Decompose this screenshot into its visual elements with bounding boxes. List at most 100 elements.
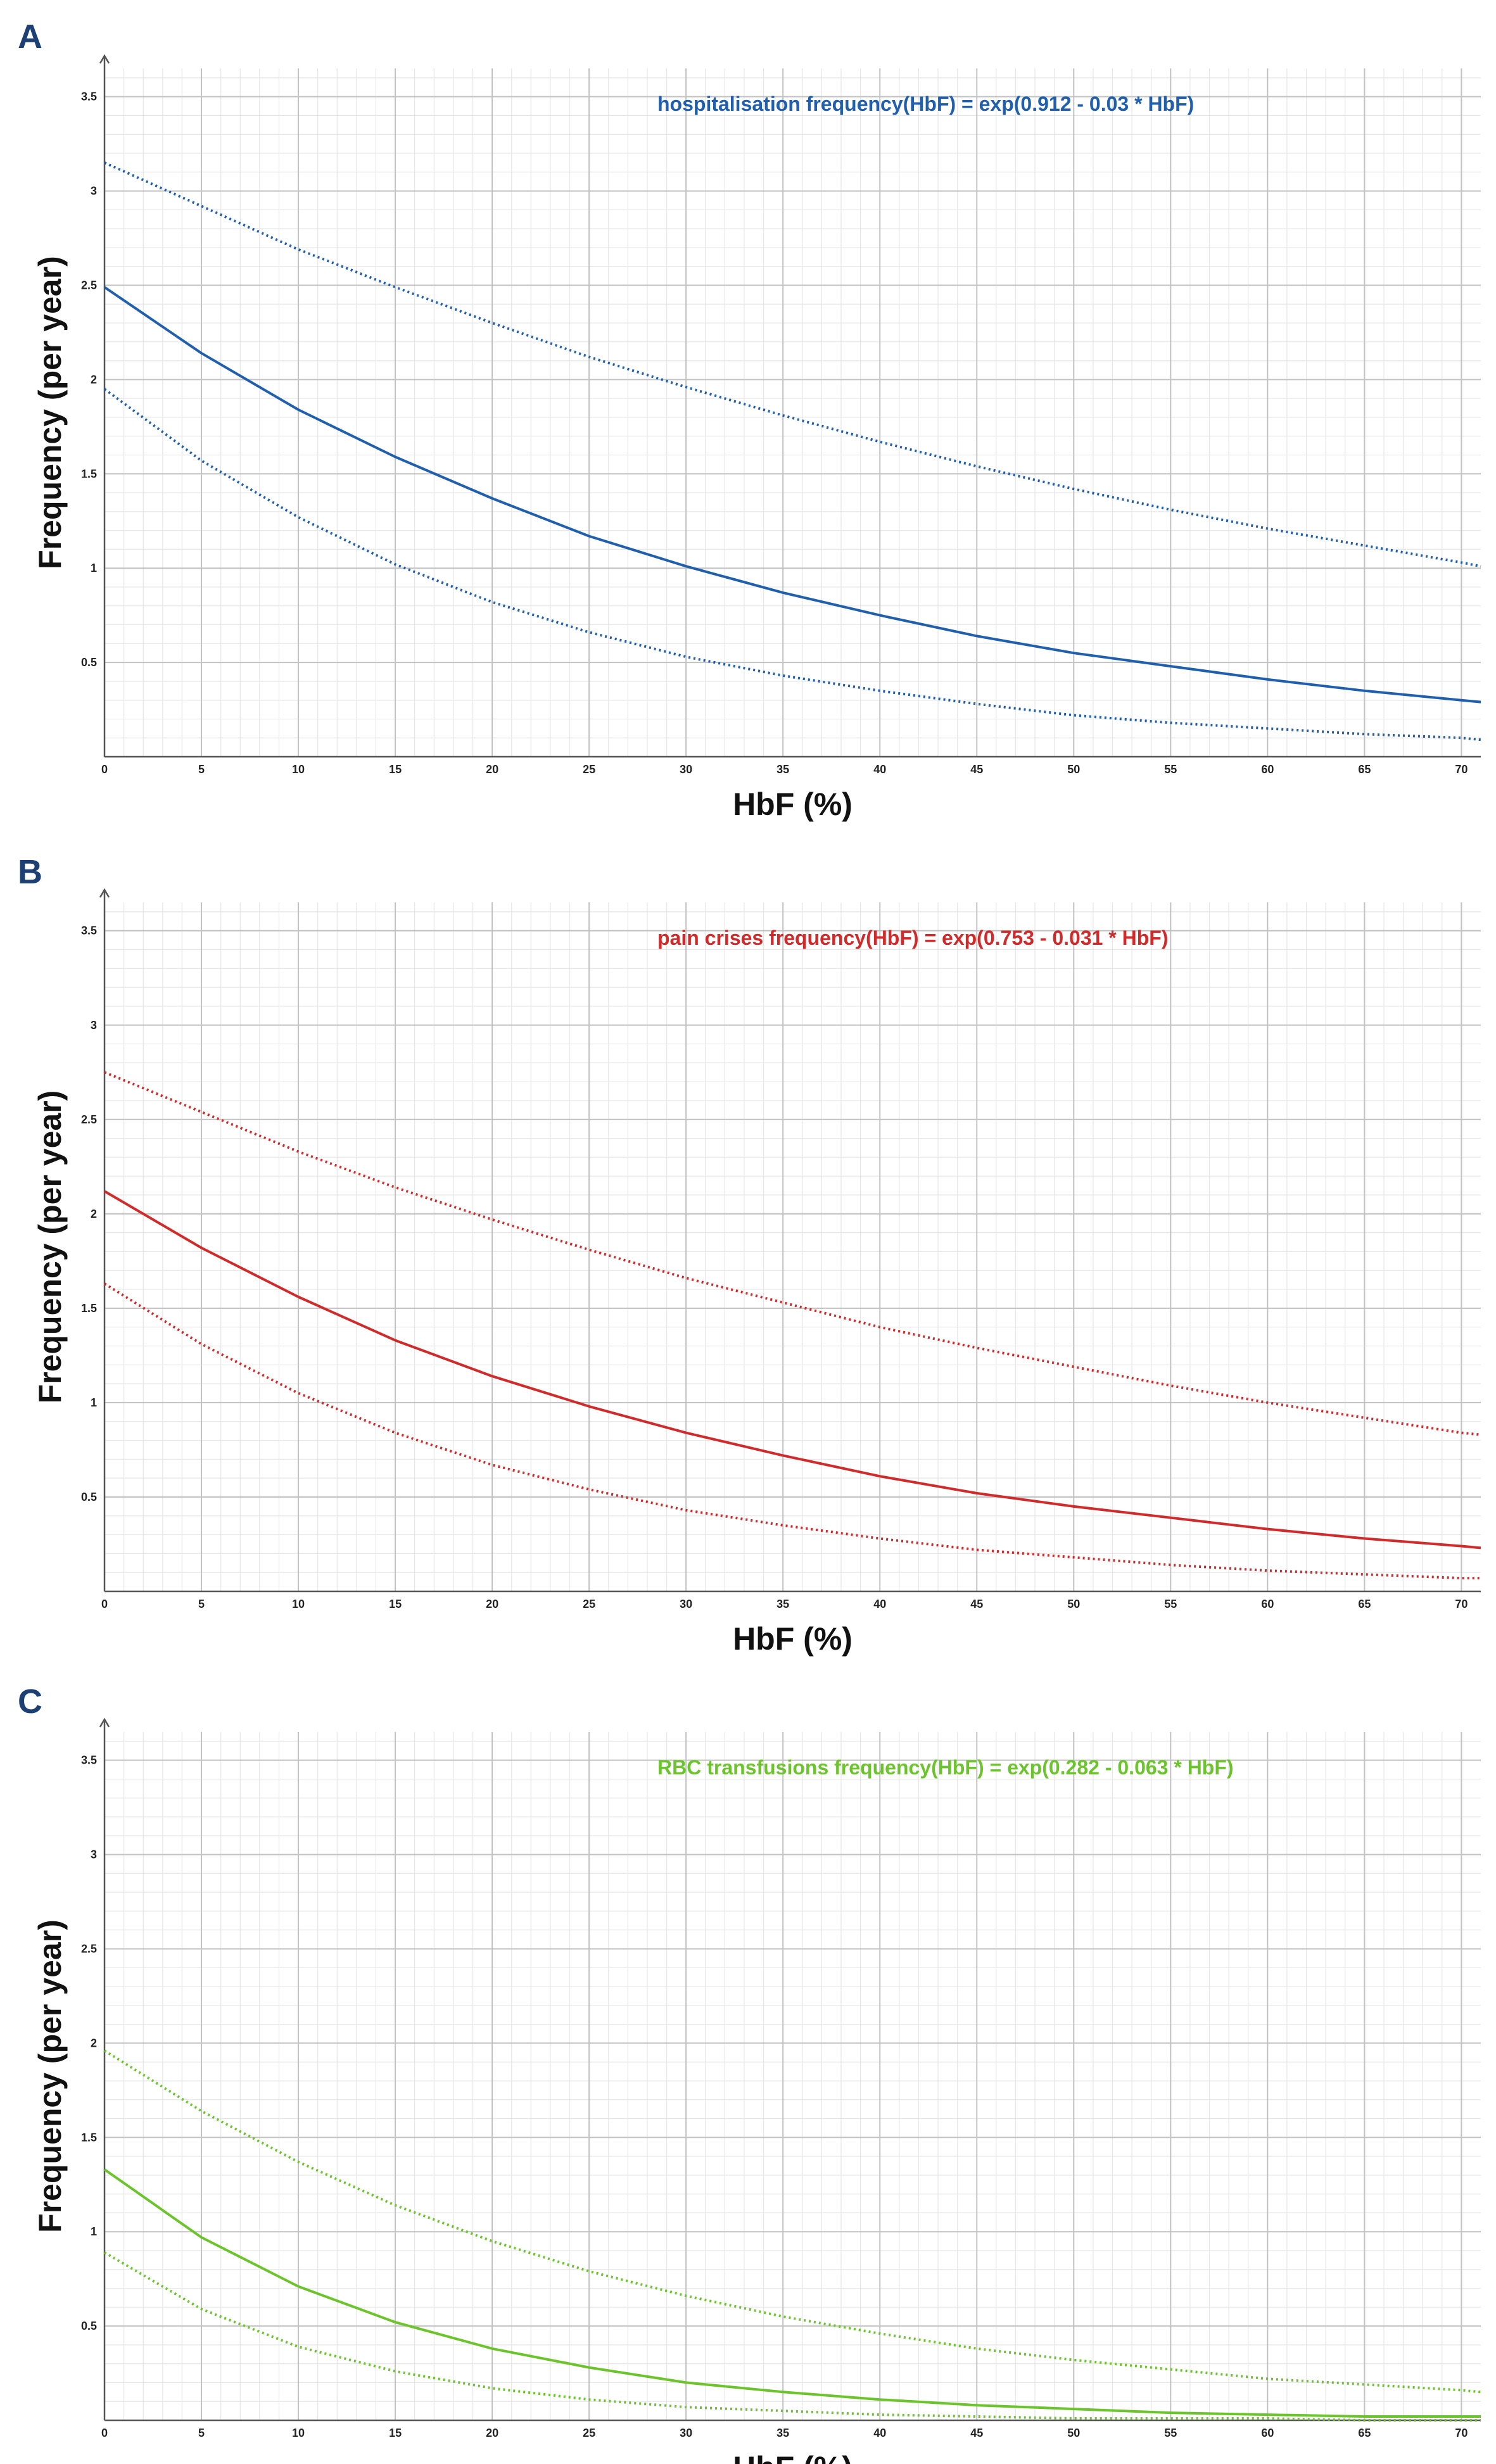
major-grid — [105, 1732, 1481, 2420]
y-tick-label: 2.5 — [81, 279, 97, 291]
panel-label: B — [18, 853, 42, 891]
y-tick-label: 2 — [91, 2037, 97, 2049]
series-lower-bound-line — [103, 2251, 1481, 2422]
y-tick-label: 0.5 — [81, 1491, 97, 1503]
x-tick-label: 60 — [1261, 2427, 1274, 2439]
x-tick-label: 45 — [970, 2427, 983, 2439]
y-tick-label: 2 — [91, 1208, 97, 1220]
series-upper-bound-line — [103, 2049, 1481, 2394]
x-tick-label: 40 — [873, 1598, 886, 1610]
panel-label: A — [18, 18, 42, 56]
series-fit-line — [103, 286, 1481, 704]
x-tick-label: 0 — [101, 763, 108, 776]
equation-label: pain crises frequency(HbF) = exp(0.753 -… — [657, 926, 1169, 949]
y-tick-label: 2.5 — [81, 1942, 97, 1955]
x-tick-label: 10 — [292, 763, 305, 776]
y-axis-arrow-icon — [99, 54, 110, 64]
y-tick-label: 3.5 — [81, 925, 97, 937]
chart-panel-b: B 0 5 10 15 20 25 30 35 40 45 50 55 60 65 70 0.5 1 1.5 2 2.5… — [18, 853, 1481, 1657]
y-axis-title: Frequency (per year) — [32, 1090, 68, 1404]
y-axis-title: Frequency (per year) — [32, 256, 68, 569]
chart-panel-a: A 0 5 10 15 20 25 30 35 40 45 50 55 60 65 70 0.5 1 1.5 2 2.5… — [18, 18, 1481, 822]
x-tick-label: 45 — [970, 1598, 983, 1610]
y-axis-title: Frequency (per year) — [32, 1919, 68, 2233]
x-tick-label: 70 — [1455, 2427, 1467, 2439]
y-tick-label: 1 — [91, 1396, 97, 1409]
x-tick-label: 20 — [486, 763, 498, 776]
x-tick-label: 35 — [777, 2427, 789, 2439]
x-tick-label: 50 — [1067, 1598, 1080, 1610]
y-tick-label: 0.5 — [81, 2320, 97, 2332]
major-grid — [105, 902, 1481, 1591]
x-tick-label: 35 — [777, 763, 789, 776]
x-tick-label: 60 — [1261, 1598, 1274, 1610]
x-tick-label: 40 — [873, 763, 886, 776]
x-tick-label: 15 — [389, 1598, 402, 1610]
series-lower-bound-line — [103, 388, 1481, 742]
y-tick-label: 1.5 — [81, 2131, 97, 2144]
x-tick-label: 55 — [1164, 1598, 1177, 1610]
y-tick-label: 3 — [91, 185, 97, 198]
equation-label: hospitalisation frequency(HbF) = exp(0.9… — [657, 92, 1194, 115]
x-tick-label: 45 — [970, 763, 983, 776]
series-upper-bound-line — [104, 1071, 1481, 1436]
series-upper-bound-line — [104, 161, 1481, 568]
y-tick-label: 3.5 — [81, 1754, 97, 1767]
major-grid — [105, 68, 1481, 757]
x-tick-label: 15 — [389, 2427, 402, 2439]
equation-label: RBC transfusions frequency(HbF) = exp(0.… — [657, 1756, 1234, 1779]
x-tick-label: 10 — [292, 1598, 305, 1610]
x-axis-title: HbF (%) — [733, 1621, 853, 1657]
minor-grid — [105, 902, 1481, 1591]
x-tick-label: 30 — [680, 1598, 692, 1610]
x-tick-label: 60 — [1261, 763, 1274, 776]
x-tick-label: 5 — [198, 2427, 205, 2439]
y-axis-arrow-icon — [99, 888, 110, 898]
chart-panel-c: C 0 5 10 15 20 25 30 35 40 45 50 55 60 65 70 0.5 1 1.5 2 2.5… — [18, 1683, 1481, 2464]
minor-grid — [105, 68, 1481, 757]
x-tick-label: 5 — [198, 763, 205, 776]
y-tick-label: 2 — [91, 373, 97, 386]
x-tick-label: 70 — [1455, 1598, 1467, 1610]
x-tick-label: 0 — [101, 2427, 108, 2439]
x-tick-label: 65 — [1358, 2427, 1371, 2439]
x-tick-label: 40 — [873, 2427, 886, 2439]
y-tick-label: 1 — [91, 562, 97, 574]
x-axis-title: HbF (%) — [733, 787, 853, 822]
y-tick-label: 3.5 — [81, 91, 97, 103]
y-tick-label: 0.5 — [81, 656, 97, 669]
x-tick-label: 25 — [583, 763, 595, 776]
x-tick-label: 20 — [486, 2427, 498, 2439]
y-tick-label: 1.5 — [81, 467, 97, 480]
x-tick-label: 25 — [583, 2427, 595, 2439]
x-tick-label: 20 — [486, 1598, 498, 1610]
minor-grid — [105, 1732, 1481, 2420]
x-tick-label: 30 — [680, 763, 692, 776]
x-tick-label: 5 — [198, 1598, 205, 1610]
series-lower-bound-line — [103, 1282, 1481, 1580]
x-tick-label: 35 — [777, 1598, 789, 1610]
x-tick-label: 55 — [1164, 2427, 1177, 2439]
x-tick-label: 50 — [1067, 763, 1080, 776]
y-tick-label: 1 — [91, 2225, 97, 2238]
y-tick-label: 3 — [91, 1848, 97, 1861]
x-tick-label: 70 — [1455, 763, 1467, 776]
y-tick-label: 2.5 — [81, 1113, 97, 1126]
x-axis-title: HbF (%) — [733, 2450, 853, 2464]
y-tick-label: 3 — [91, 1019, 97, 1032]
x-tick-label: 30 — [680, 2427, 692, 2439]
x-tick-label: 65 — [1358, 1598, 1371, 1610]
x-tick-label: 55 — [1164, 763, 1177, 776]
x-tick-label: 0 — [101, 1598, 108, 1610]
y-axis-arrow-icon — [99, 1717, 110, 1728]
x-tick-label: 15 — [389, 763, 402, 776]
x-tick-label: 65 — [1358, 763, 1371, 776]
series-fit-line — [103, 1190, 1481, 1550]
x-tick-label: 50 — [1067, 2427, 1080, 2439]
y-tick-label: 1.5 — [81, 1302, 97, 1315]
series-fit-line — [103, 2168, 1481, 2418]
x-tick-label: 25 — [583, 1598, 595, 1610]
x-tick-label: 10 — [292, 2427, 305, 2439]
panel-label: C — [18, 1683, 42, 1721]
